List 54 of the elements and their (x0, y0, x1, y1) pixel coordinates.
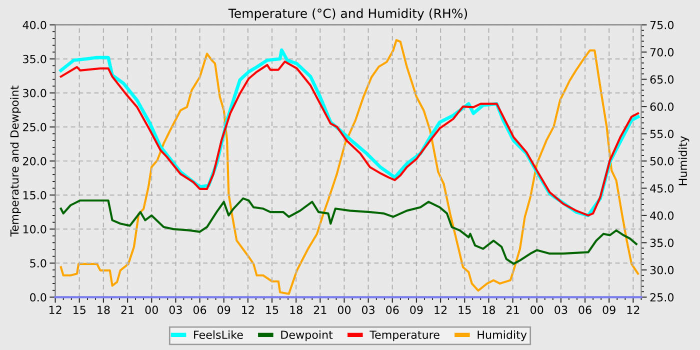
x-tick-label: 21 (121, 306, 134, 314)
y2-tick-label: 40.0 (650, 211, 674, 220)
y-tick-label: 25.0 (23, 122, 46, 132)
y-tick-label: 30.0 (23, 88, 46, 98)
x-tick-label: 18 (290, 306, 302, 314)
x-tick-label: 03 (554, 306, 568, 314)
x-tick-label: 18 (98, 306, 110, 314)
y-tick-label: 40.0 (22, 20, 46, 30)
y2-tick-label: 35.0 (650, 238, 674, 248)
x-tick-label: 06 (193, 306, 206, 314)
x-tick-label: 15 (74, 306, 86, 314)
y-tick-label: 5.0 (30, 259, 46, 268)
y2-axis-title: Humidity (678, 136, 690, 186)
y2-tick-label: 55.0 (650, 130, 674, 138)
x-tick-label: 12 (434, 306, 447, 314)
y2-tick-label: 30.0 (650, 266, 674, 274)
x-tick-label: 06 (386, 306, 399, 314)
y2-tick-label: 50.0 (650, 156, 674, 166)
y2-tick-label: 75.0 (650, 20, 674, 30)
x-tick-label: 00 (338, 306, 351, 314)
x-tick-label: 12 (242, 306, 254, 314)
legend-label: Temperature (370, 330, 440, 342)
legend-label: Humidity (478, 330, 527, 342)
x-tick-label: 09 (218, 306, 230, 314)
y2-tick-label: 65.0 (650, 75, 674, 84)
x-tick-label: 12 (627, 306, 640, 314)
x-tick-label: 03 (169, 306, 182, 314)
x-tick-label: 03 (362, 306, 374, 314)
x-tick-label: 00 (145, 306, 158, 314)
x-tick-label: 06 (578, 306, 592, 314)
line-series (60, 197, 638, 265)
y-tick-label: 15.0 (23, 191, 46, 200)
x-tick-label: 09 (602, 306, 616, 314)
legend-label: FeelsLike (194, 330, 243, 339)
y-axis-title: Temperature and Dewpoint (10, 86, 21, 237)
y2-tick-label: 25.0 (650, 293, 674, 302)
y-tick-label: 10.0 (23, 225, 46, 234)
y-tick-label: 20.0 (23, 156, 46, 166)
y2-tick-label: 45.0 (650, 184, 674, 193)
x-tick-label: 15 (458, 306, 471, 314)
x-tick-label: 12 (49, 306, 62, 314)
x-tick-label: 00 (530, 306, 544, 314)
x-tick-label: 18 (482, 306, 496, 314)
x-tick-label: 21 (314, 306, 326, 314)
y2-tick-label: 70.0 (650, 48, 674, 56)
x-tick-label: 15 (266, 306, 278, 314)
y-tick-label: 0.0 (30, 293, 46, 302)
x-tick-label: 21 (506, 306, 519, 314)
y-tick-label: 35.0 (23, 54, 46, 64)
chart-title: Temperature (°C) and Humidity (RH%) (228, 8, 468, 21)
y2-tick-label: 60.0 (650, 102, 674, 111)
line-series (60, 39, 640, 295)
x-tick-label: 09 (410, 306, 423, 314)
legend-label: Dewpoint (281, 330, 333, 342)
